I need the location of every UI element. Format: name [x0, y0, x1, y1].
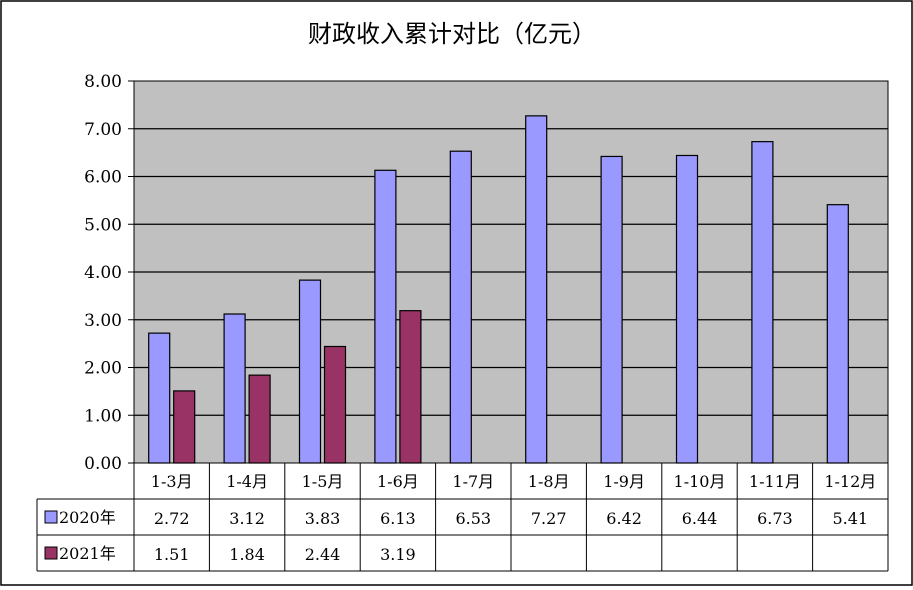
bar	[525, 115, 548, 464]
bar	[449, 150, 472, 464]
bar	[173, 390, 196, 464]
legend-label: 2021年	[59, 544, 116, 563]
y-tick-label: 3.00	[84, 311, 122, 331]
data-label: 2.44	[305, 545, 341, 564]
x-category-label: 1-9月	[603, 472, 645, 491]
data-label: 3.19	[380, 545, 416, 564]
data-label: 1.51	[154, 545, 190, 564]
x-category-label: 1-7月	[452, 472, 494, 491]
data-label: 2.72	[154, 509, 190, 528]
bar	[675, 154, 699, 464]
x-category-label: 1-10月	[674, 472, 726, 491]
chart-title: 财政收入累计对比（亿元）	[308, 20, 596, 48]
legend-swatch	[44, 546, 58, 560]
legend-swatch	[44, 510, 58, 524]
data-label: 6.44	[682, 509, 718, 528]
data-label: 5.41	[832, 509, 868, 528]
x-category-label: 1-4月	[226, 472, 268, 491]
bar	[374, 169, 397, 464]
bar	[826, 204, 849, 464]
y-tick-label: 0.00	[84, 454, 122, 474]
data-label: 1.84	[229, 545, 265, 564]
data-label: 3.83	[305, 509, 341, 528]
data-label: 6.42	[606, 509, 642, 528]
legend-label: 2020年	[59, 508, 116, 527]
x-category-label: 1-8月	[528, 472, 570, 491]
data-label: 3.12	[229, 509, 265, 528]
bar	[751, 141, 774, 464]
y-tick-label: 8.00	[84, 72, 122, 92]
y-tick-label: 4.00	[84, 263, 122, 283]
x-category-label: 1-12月	[824, 472, 876, 491]
x-category-label: 1-11月	[749, 472, 801, 491]
x-category-label: 1-3月	[151, 472, 193, 491]
data-label: 6.13	[380, 509, 416, 528]
bar	[223, 313, 246, 464]
data-label: 6.73	[757, 509, 793, 528]
bar	[399, 310, 422, 464]
bar	[148, 332, 171, 464]
y-tick-label: 7.00	[84, 120, 122, 140]
y-tick-label: 1.00	[84, 406, 122, 426]
x-category-label: 1-5月	[302, 472, 344, 491]
bar	[298, 279, 322, 464]
data-label: 6.53	[455, 509, 491, 528]
y-tick-label: 2.00	[84, 359, 122, 379]
y-tick-label: 5.00	[84, 215, 122, 235]
y-tick-label: 6.00	[84, 168, 122, 188]
data-label: 7.27	[531, 509, 567, 528]
x-category-label: 1-6月	[377, 472, 419, 491]
bar	[323, 345, 347, 464]
bar	[600, 155, 623, 464]
bar	[248, 374, 271, 464]
